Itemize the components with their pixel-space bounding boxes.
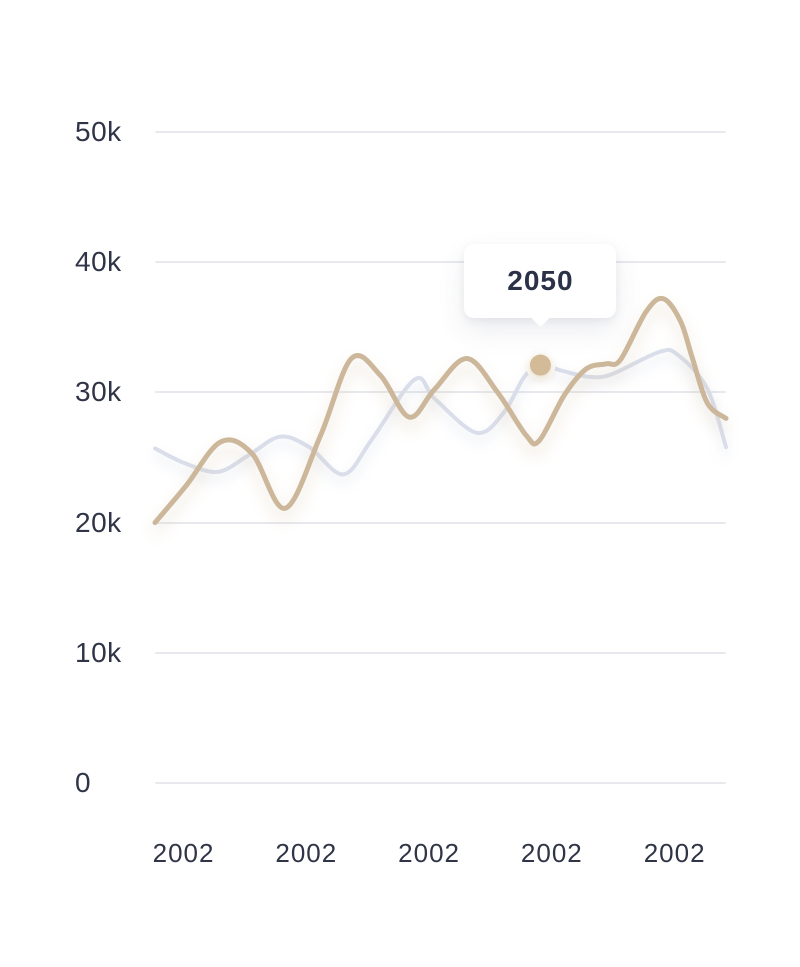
x-axis-label: 2002 — [275, 838, 338, 868]
tooltip: 2050 — [464, 244, 617, 319]
y-axis-label: 30k — [75, 376, 122, 408]
gridline — [155, 261, 726, 264]
x-axis-label: 2002 — [152, 838, 215, 868]
y-axis-label: 10k — [75, 636, 122, 668]
y-axis-label: 20k — [75, 506, 122, 538]
x-axis-label: 2002 — [398, 838, 460, 868]
tooltip-label: 2050 — [507, 265, 574, 297]
y-axis-label: 40k — [75, 246, 122, 278]
x-axis-label: 2002 — [520, 838, 583, 868]
gridline — [155, 521, 726, 524]
y-axis-label: 0 — [75, 767, 92, 798]
gridline — [155, 651, 726, 654]
gridline — [155, 391, 726, 394]
gridline — [155, 782, 726, 784]
series-line-primary[interactable] — [152, 295, 729, 526]
hover-marker-dot — [529, 354, 551, 376]
gridline — [155, 131, 726, 133]
x-axis-label: 2002 — [643, 838, 706, 868]
y-axis-label: 50k — [75, 116, 122, 147]
series-line-secondary[interactable] — [153, 347, 728, 477]
